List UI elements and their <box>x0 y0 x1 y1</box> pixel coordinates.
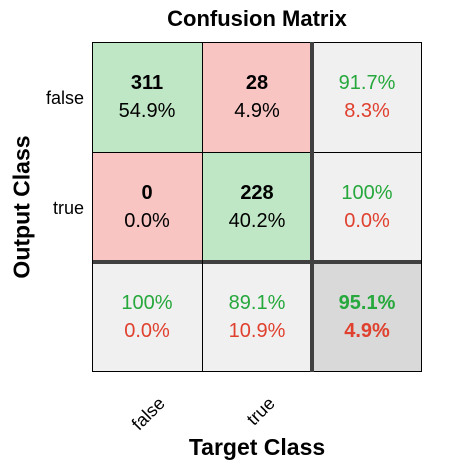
cell-percent: 4.9% <box>234 100 280 122</box>
cell-count: 228 <box>240 182 274 204</box>
cell-false-true: 28 4.9% <box>202 42 312 152</box>
cell-false-false: 311 54.9% <box>92 42 202 152</box>
row-error-percent: 0.0% <box>344 210 390 232</box>
cell-true-false: 0 0.0% <box>92 152 202 262</box>
cell-count: 311 <box>130 72 164 94</box>
cell-percent: 54.9% <box>118 100 176 122</box>
grid-line-summary-row <box>92 260 422 264</box>
col-label-true: true <box>242 393 279 430</box>
col-error-percent: 10.9% <box>228 320 286 342</box>
row-correct-percent: 91.7% <box>338 72 396 94</box>
cell-count: 28 <box>245 72 269 94</box>
chart-title: Confusion Matrix <box>167 6 347 31</box>
col-correct-percent: 89.1% <box>228 292 286 314</box>
col-label-false: false <box>127 393 169 435</box>
grid-line-summary-col <box>310 42 314 372</box>
col-summary-true: 89.1% 10.9% <box>202 262 312 372</box>
confusion-matrix-grid: 311 54.9% 28 4.9% 91.7% 8.3% 0 0.0% 228 … <box>92 42 422 372</box>
grid-line-bottom <box>92 371 422 372</box>
cell-percent: 40.2% <box>228 210 286 232</box>
grid-line-row-1 <box>92 152 422 153</box>
grid-line-top <box>92 42 422 43</box>
row-error-percent: 8.3% <box>344 100 390 122</box>
grid-line-right <box>421 42 422 372</box>
row-correct-percent: 100% <box>341 182 393 204</box>
overall-accuracy-cell: 95.1% 4.9% <box>312 262 422 372</box>
x-axis-label: Target Class <box>188 434 326 460</box>
row-label-false: false <box>45 88 84 108</box>
cell-true-true: 228 40.2% <box>202 152 312 262</box>
grid-line-col-1 <box>202 42 203 372</box>
overall-correct-percent: 95.1% <box>338 292 396 314</box>
cell-count: 0 <box>141 182 153 204</box>
row-label-true: true <box>52 198 84 218</box>
overall-error-percent: 4.9% <box>344 320 390 342</box>
grid-line-left <box>92 42 93 372</box>
y-axis-label-text: Output Class <box>8 135 35 279</box>
row-summary-false: 91.7% 8.3% <box>312 42 422 152</box>
cell-percent: 0.0% <box>124 210 170 232</box>
row-summary-true: 100% 0.0% <box>312 152 422 262</box>
col-error-percent: 0.0% <box>124 320 170 342</box>
col-summary-false: 100% 0.0% <box>92 262 202 372</box>
col-correct-percent: 100% <box>121 292 173 314</box>
